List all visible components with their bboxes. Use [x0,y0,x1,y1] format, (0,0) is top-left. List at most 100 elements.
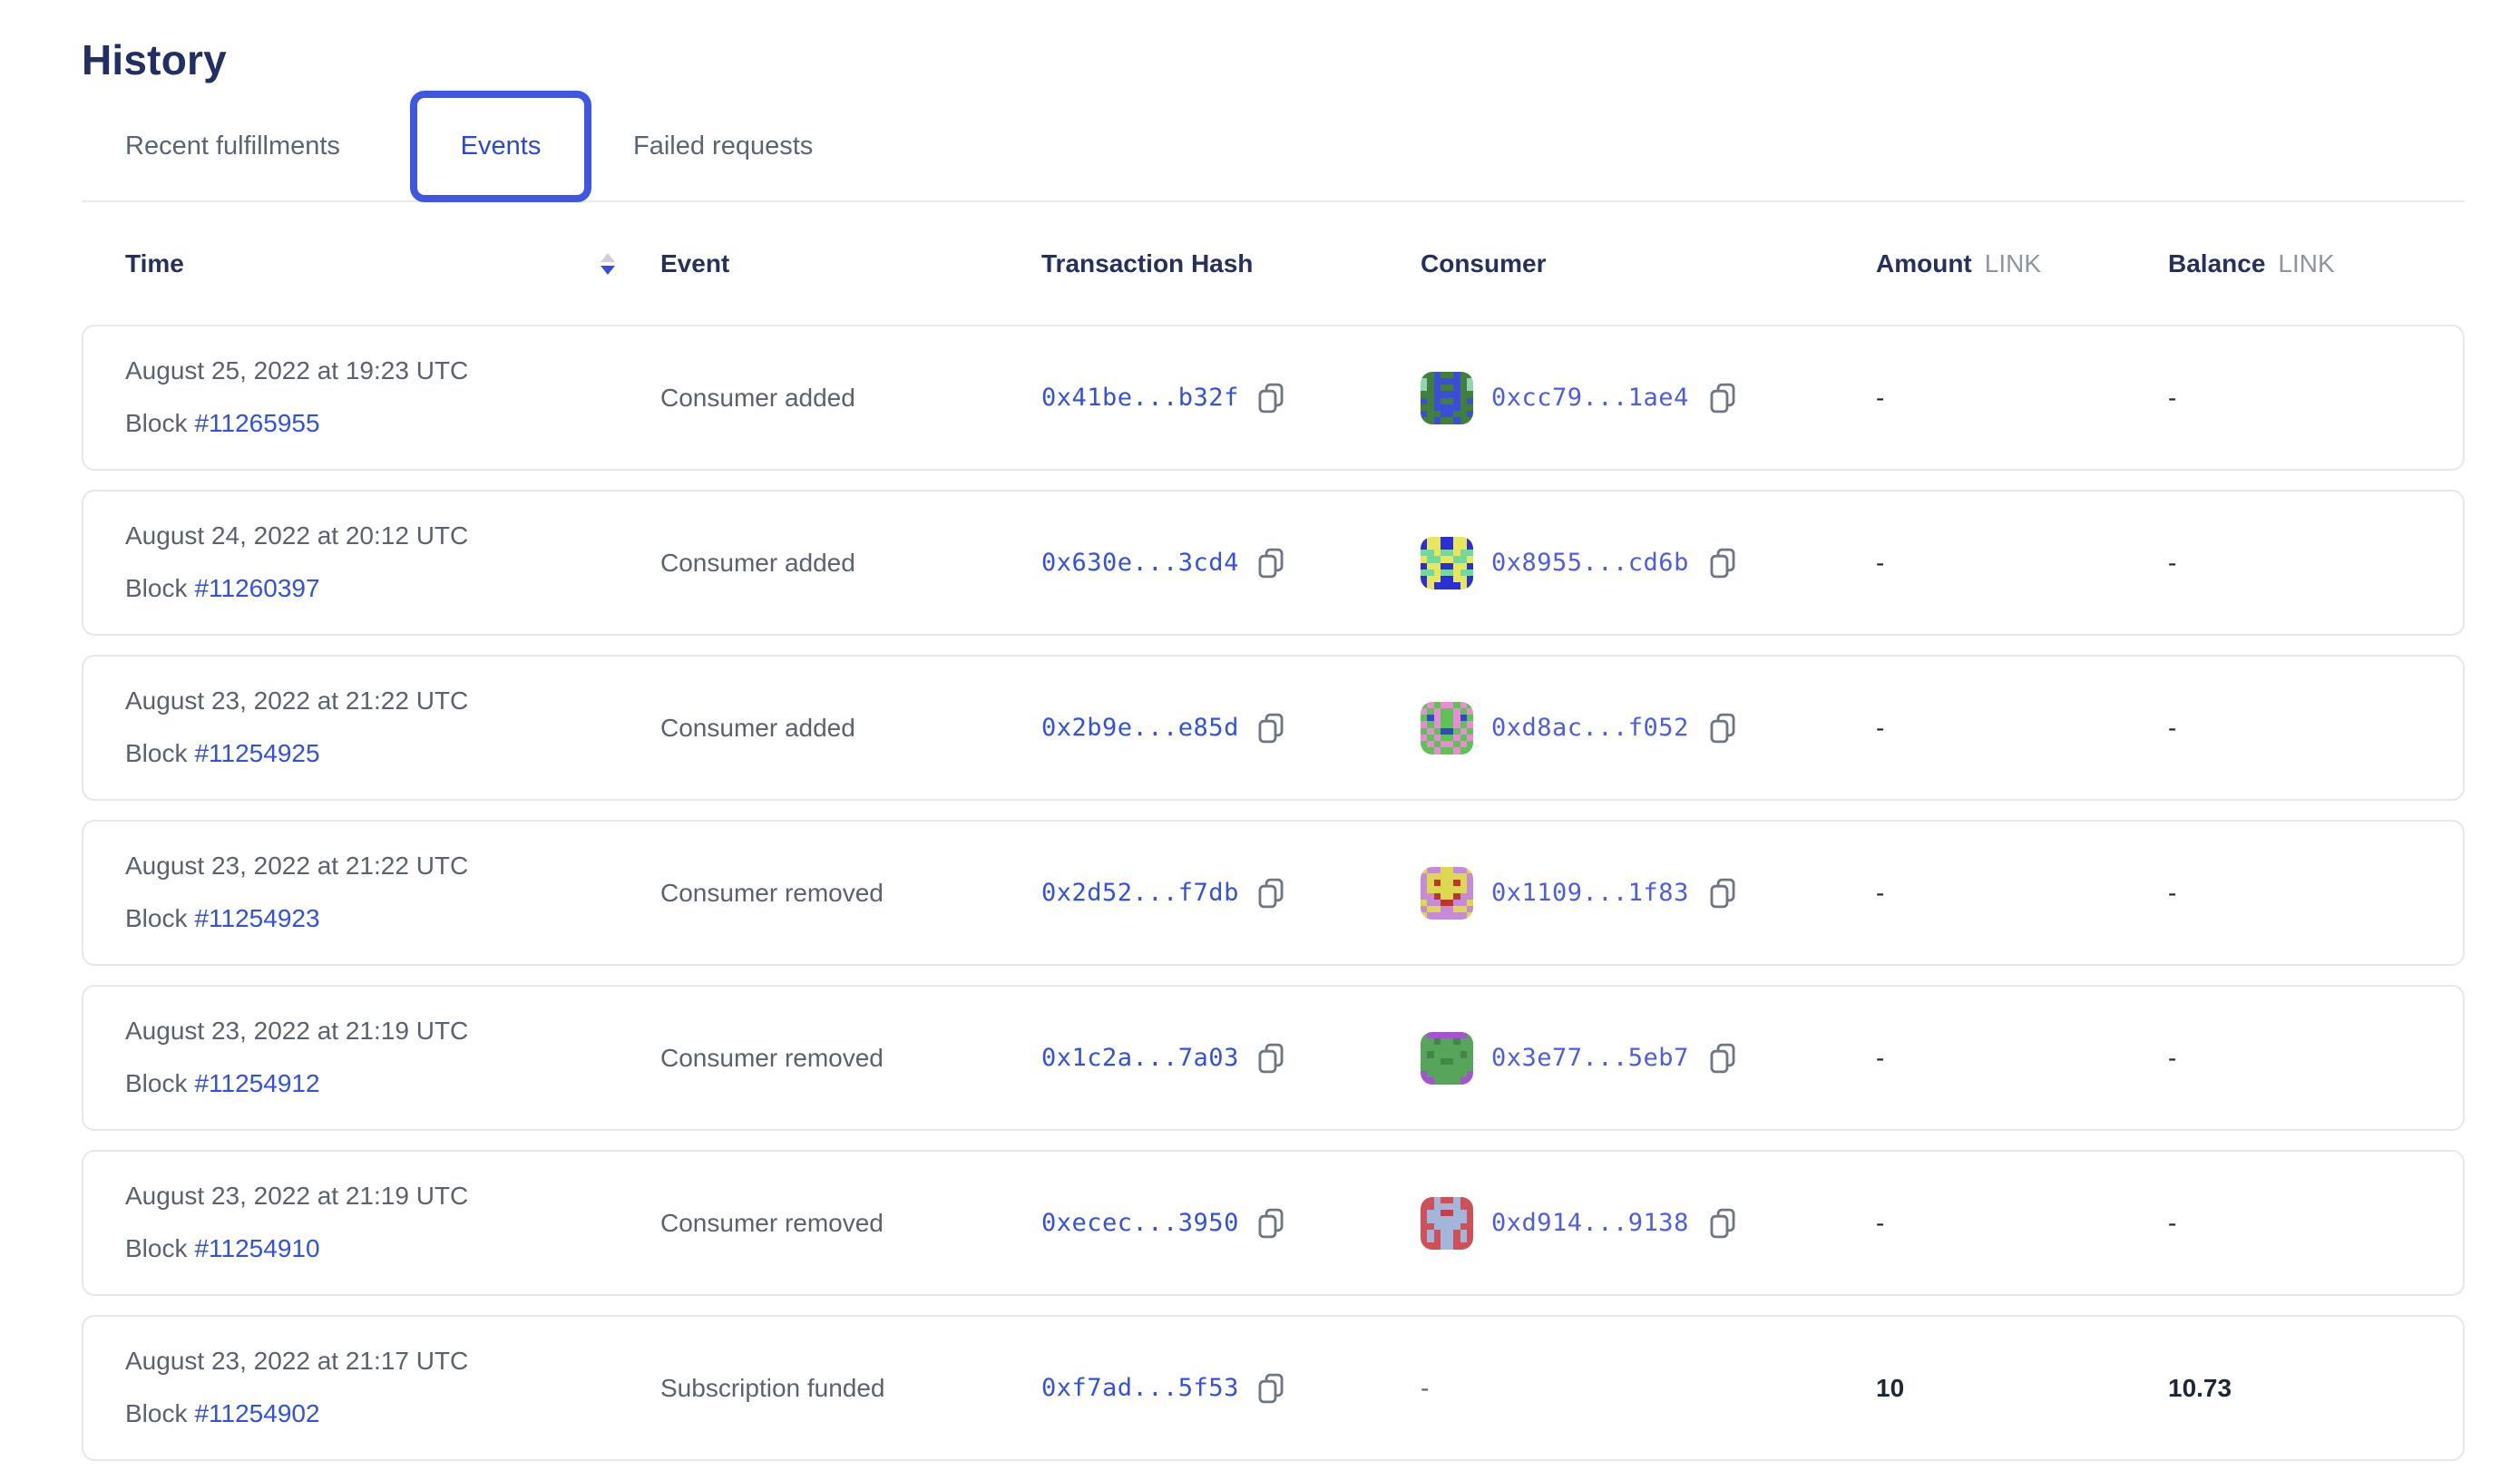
row-timestamp: August 25, 2022 at 19:23 UTC [125,356,469,385]
copy-icon[interactable] [1707,380,1740,416]
consumer-cell: 0x1109...1f83 [1421,822,1740,964]
transaction-hash-cell: 0x41be...b32f [1041,326,1288,469]
copy-icon[interactable] [1255,1370,1288,1407]
balance-value: - [2168,383,2177,412]
copy-icon[interactable] [1255,710,1288,746]
consumer-address-link[interactable]: 0x8955...cd6b [1491,549,1689,577]
copy-icon[interactable] [1255,1040,1288,1076]
copy-icon[interactable] [1707,1205,1740,1241]
event-type: Consumer added [660,548,855,577]
transaction-hash-cell: 0x2d52...f7db [1041,822,1288,964]
table-row: August 25, 2022 at 19:23 UTC Block #11265… [82,325,2465,471]
block-line: Block #11254910 [125,1234,468,1263]
column-header-event: Event [660,249,730,278]
consumer-address-link[interactable]: 0x1109...1f83 [1491,879,1689,907]
consumer-avatar [1421,371,1473,424]
row-timestamp: August 23, 2022 at 21:19 UTC [125,1182,469,1210]
table-header: Time Event Transaction Hash Consumer Amo… [82,243,2465,285]
block-line: Block #11254902 [125,1399,468,1428]
block-label: Block [125,904,188,932]
page-title: History [82,35,227,83]
consumer-cell: 0xd914...9138 [1421,1152,1740,1294]
consumer-avatar [1421,866,1473,920]
consumer-cell: 0xcc79...1ae4 [1421,326,1740,469]
event-type: Subscription funded [660,1373,885,1402]
amount-unit-label: LINK [1984,249,2042,278]
row-timestamp: August 23, 2022 at 21:19 UTC [125,1017,469,1045]
table-row: August 23, 2022 at 21:22 UTC Block #11254… [82,820,2465,966]
rows: August 25, 2022 at 19:23 UTC Block #11265… [82,325,2465,1480]
sort-desc-icon [601,266,615,275]
block-label: Block [125,1069,188,1097]
time-cell: August 23, 2022 at 21:19 UTC Block #11254… [125,987,468,1098]
sort-arrows-icon[interactable] [601,247,615,281]
copy-icon[interactable] [1707,875,1740,911]
consumer-address-link[interactable]: 0xcc79...1ae4 [1491,384,1689,412]
balance-value: 10.73 [2168,1373,2232,1402]
transaction-hash-cell: 0x2b9e...e85d [1041,657,1288,799]
block-label: Block [125,409,188,437]
tab-recent-fulfillments[interactable]: Recent fulfillments [125,131,340,161]
block-number-link[interactable]: #11254910 [194,1234,320,1262]
copy-icon[interactable] [1255,380,1288,416]
column-header-time[interactable]: Time [125,249,184,278]
amount-value: - [1876,383,1885,412]
block-label: Block [125,1234,188,1262]
consumer-avatar [1421,701,1473,755]
copy-icon[interactable] [1255,1205,1288,1241]
transaction-hash-link[interactable]: 0x630e...3cd4 [1041,549,1239,577]
balance-value: - [2168,1043,2177,1072]
transaction-hash-link[interactable]: 0x2d52...f7db [1041,879,1239,907]
transaction-hash-link[interactable]: 0x41be...b32f [1041,384,1239,412]
tabbar-divider [82,200,2465,202]
row-timestamp: August 23, 2022 at 21:22 UTC [125,686,469,715]
transaction-hash-link[interactable]: 0x1c2a...7a03 [1041,1044,1239,1072]
row-timestamp: August 24, 2022 at 20:12 UTC [125,521,469,550]
block-label: Block [125,739,188,767]
block-number-link[interactable]: #11254912 [194,1069,320,1097]
balance-unit-label: LINK [2278,249,2335,278]
time-cell: August 24, 2022 at 20:12 UTC Block #11260… [125,492,468,603]
consumer-address-link[interactable]: 0xd8ac...f052 [1491,714,1689,742]
table-row: August 23, 2022 at 21:19 UTC Block #11254… [82,985,2465,1131]
block-line: Block #11265955 [125,409,468,438]
transaction-hash-cell: 0xecec...3950 [1041,1152,1288,1294]
tab-failed-requests[interactable]: Failed requests [633,131,814,161]
tab-events[interactable]: Events [410,91,591,202]
row-timestamp: August 23, 2022 at 21:22 UTC [125,852,469,880]
time-cell: August 23, 2022 at 21:22 UTC Block #11254… [125,822,468,933]
block-number-link[interactable]: #11254925 [194,739,320,767]
block-label: Block [125,574,188,602]
column-header-transaction-hash: Transaction Hash [1041,249,1254,278]
transaction-hash-link[interactable]: 0x2b9e...e85d [1041,714,1239,742]
balance-value: - [2168,1208,2177,1237]
block-number-link[interactable]: #11265955 [194,409,320,437]
balance-value: - [2168,713,2177,742]
consumer-avatar [1421,1196,1473,1250]
transaction-hash-link[interactable]: 0xecec...3950 [1041,1209,1239,1237]
copy-icon[interactable] [1707,710,1740,746]
balance-value: - [2168,548,2177,577]
time-cell: August 23, 2022 at 21:22 UTC Block #11254… [125,657,468,768]
consumer-address-link: - [1421,1373,1430,1402]
consumer-cell: 0x8955...cd6b [1421,492,1740,634]
block-number-link[interactable]: #11254902 [194,1399,320,1427]
transaction-hash-link[interactable]: 0xf7ad...5f53 [1041,1374,1239,1402]
time-cell: August 23, 2022 at 21:17 UTC Block #11254… [125,1317,468,1428]
copy-icon[interactable] [1255,545,1288,581]
copy-icon[interactable] [1255,875,1288,911]
transaction-hash-cell: 0x630e...3cd4 [1041,492,1288,634]
event-type: Consumer removed [660,878,884,907]
consumer-cell: - [1421,1317,1430,1459]
time-cell: August 23, 2022 at 21:19 UTC Block #11254… [125,1152,468,1263]
block-label: Block [125,1399,188,1427]
copy-icon[interactable] [1707,1040,1740,1076]
consumer-address-link[interactable]: 0xd914...9138 [1491,1209,1689,1237]
balance-label: Balance [2168,249,2266,278]
consumer-address-link[interactable]: 0x3e77...5eb7 [1491,1044,1689,1072]
column-header-balance: Balance LINK [2168,243,2335,285]
amount-value: 10 [1876,1373,1905,1402]
block-number-link[interactable]: #11254923 [194,904,320,932]
copy-icon[interactable] [1707,545,1740,581]
block-number-link[interactable]: #11260397 [194,574,320,602]
